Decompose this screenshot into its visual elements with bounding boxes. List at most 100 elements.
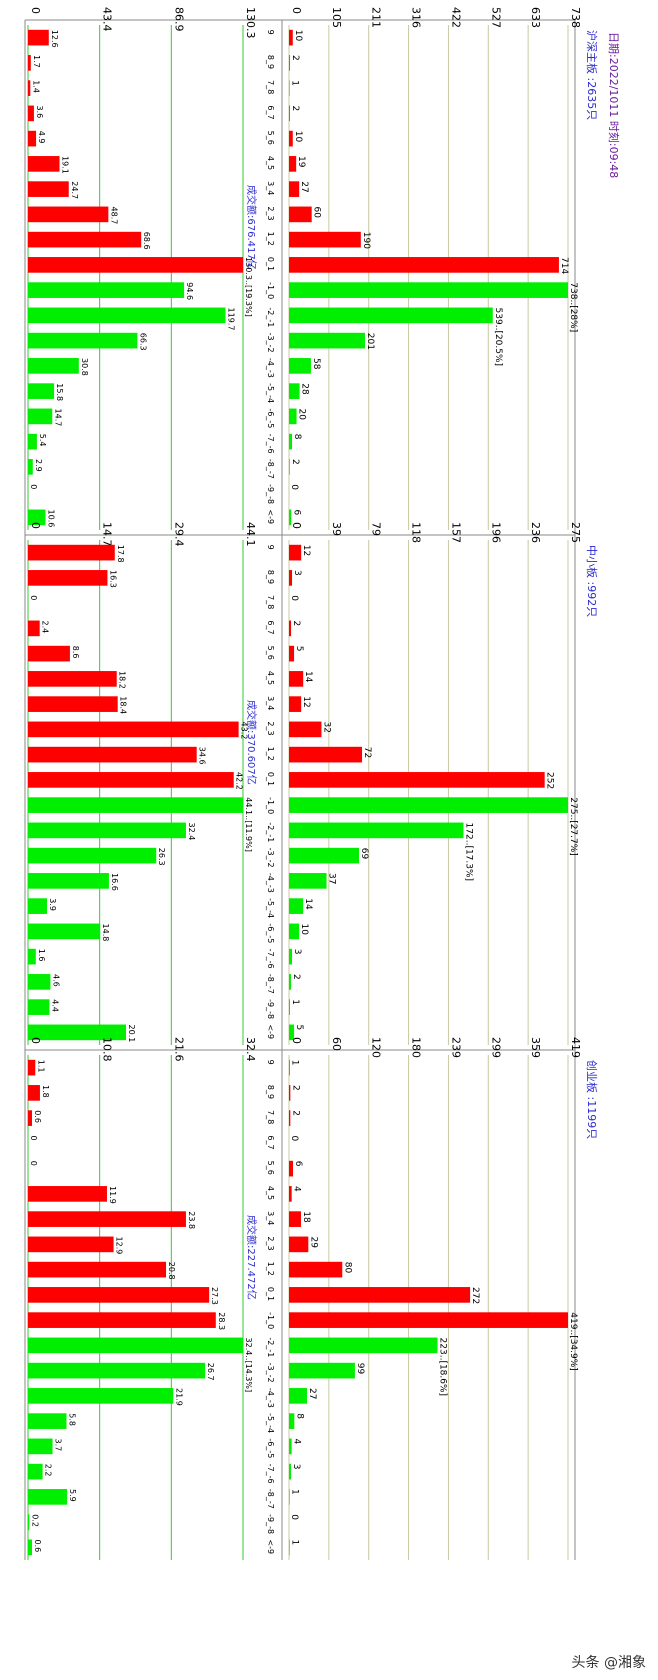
amount-value-label: 30.8 bbox=[80, 358, 89, 376]
count-bar bbox=[289, 645, 295, 662]
count-tick-label: 180 bbox=[410, 1037, 423, 1058]
amount-value-label: 8.6 bbox=[71, 646, 80, 659]
amount-bar bbox=[28, 923, 101, 940]
amount-bar bbox=[28, 206, 109, 223]
amount-value-label: 26.3 bbox=[157, 848, 166, 866]
count-value-label: 2 bbox=[291, 974, 301, 980]
count-bar bbox=[289, 1085, 291, 1101]
amount-value-label: 11.9 bbox=[108, 1186, 117, 1204]
count-bar bbox=[289, 332, 365, 349]
count-value-label: 2 bbox=[290, 55, 300, 61]
category-label: <-9 bbox=[266, 1539, 275, 1554]
count-bar bbox=[289, 746, 363, 763]
count-tick-label: 299 bbox=[489, 1037, 502, 1058]
category-label: -4_-3 bbox=[266, 358, 275, 378]
amount-value-label: 0.6 bbox=[33, 1540, 42, 1553]
count-tick-label: 527 bbox=[489, 7, 502, 28]
count-value-label: 27 bbox=[307, 1388, 317, 1399]
count-tick-label: 60 bbox=[330, 1037, 343, 1051]
turnover-label: 成交额:227.472亿 bbox=[245, 1215, 258, 1300]
amount-value-label: 20.8 bbox=[167, 1262, 176, 1280]
count-value-label: 20 bbox=[297, 409, 307, 421]
category-label: -5_-4 bbox=[266, 898, 275, 918]
count-value-label: 69 bbox=[359, 848, 369, 860]
category-label: 0_1 bbox=[266, 772, 275, 786]
count-bar bbox=[289, 433, 293, 450]
amount-value-label: 18.2 bbox=[118, 671, 127, 689]
amount-value-label: 4.6 bbox=[51, 974, 60, 987]
amount-bar bbox=[28, 696, 118, 712]
amount-bar bbox=[28, 509, 46, 526]
amount-tick-label: 29.4 bbox=[172, 522, 185, 547]
count-bar bbox=[289, 1539, 290, 1556]
amount-bar bbox=[28, 383, 55, 399]
count-value-label: 0 bbox=[289, 1136, 299, 1142]
turnover-label: 成交额:676.417亿 bbox=[245, 185, 258, 270]
amount-bar bbox=[28, 29, 49, 46]
amount-value-label: 27.3 bbox=[210, 1287, 219, 1305]
count-value-label: 19 bbox=[296, 156, 306, 168]
count-value-label: 272 bbox=[470, 1287, 480, 1304]
amount-bar bbox=[28, 544, 115, 561]
category-label: -3_-2 bbox=[266, 333, 275, 353]
amount-bar bbox=[28, 797, 243, 813]
count-bar bbox=[289, 206, 312, 223]
amount-bar bbox=[28, 1085, 40, 1101]
amount-value-label: 28.3 bbox=[217, 1312, 226, 1330]
amount-bar bbox=[28, 1024, 126, 1041]
category-label: 9 bbox=[266, 1060, 275, 1065]
amount-tick-label: 21.6 bbox=[172, 1037, 185, 1062]
count-bar bbox=[289, 999, 291, 1015]
amount-tick-label: 0 bbox=[29, 522, 42, 529]
amount-bar bbox=[28, 332, 138, 349]
category-label: 1_2 bbox=[266, 747, 275, 761]
category-label: 5_6 bbox=[266, 646, 275, 660]
count-value-label: 1 bbox=[290, 1540, 300, 1546]
amount-value-label: 12.6 bbox=[50, 30, 59, 48]
count-bar bbox=[289, 1160, 293, 1177]
amount-value-label: 2.9 bbox=[34, 459, 43, 472]
amount-bar bbox=[28, 974, 51, 990]
count-value-label: 28 bbox=[300, 383, 310, 395]
count-value-label: 2 bbox=[291, 621, 301, 627]
amount-value-label: 32.4 bbox=[187, 823, 196, 841]
count-value-label: 1 bbox=[289, 80, 299, 86]
category-label: 1_2 bbox=[266, 232, 275, 246]
count-value-label: 10 bbox=[293, 131, 303, 143]
count-bar bbox=[289, 544, 302, 561]
amount-bar bbox=[28, 1489, 68, 1505]
amount-value-label: 2.2 bbox=[44, 1464, 53, 1477]
count-tick-label: 118 bbox=[410, 522, 423, 543]
count-value-label: 12 bbox=[301, 696, 311, 707]
amount-bar bbox=[28, 873, 109, 889]
count-bar bbox=[289, 1489, 290, 1505]
amount-value-label: 0 bbox=[29, 595, 38, 600]
category-label: 3_4 bbox=[266, 181, 275, 195]
count-bar bbox=[289, 1388, 307, 1404]
count-tick-label: 105 bbox=[330, 7, 343, 28]
category-label: -1_0 bbox=[266, 797, 275, 814]
count-bar bbox=[289, 974, 292, 990]
amount-bar bbox=[28, 671, 117, 687]
amount-bar bbox=[28, 408, 53, 425]
category-label: 8_9 bbox=[266, 570, 275, 584]
count-value-label: 738..[28%] bbox=[568, 282, 578, 332]
count-bar bbox=[289, 156, 297, 172]
amount-value-label: 10.6 bbox=[46, 510, 55, 528]
category-label: 4_5 bbox=[266, 1186, 275, 1200]
count-tick-label: 275 bbox=[569, 522, 582, 543]
amount-bar bbox=[28, 181, 69, 197]
category-label: 7_8 bbox=[266, 80, 275, 94]
category-label: 5_6 bbox=[266, 131, 275, 145]
category-label: 6_7 bbox=[266, 105, 275, 119]
category-label: -5_-4 bbox=[266, 383, 275, 403]
category-label: 0_1 bbox=[266, 257, 275, 271]
amount-bar bbox=[28, 822, 186, 839]
amount-value-label: 21.9 bbox=[174, 1388, 183, 1406]
count-value-label: 0 bbox=[289, 484, 299, 490]
category-label: 8_9 bbox=[266, 1085, 275, 1099]
count-value-label: 5 bbox=[294, 1025, 304, 1031]
count-value-label: 3 bbox=[291, 1464, 301, 1470]
amount-value-label: 18.4 bbox=[119, 696, 128, 714]
amount-bar bbox=[28, 1236, 114, 1253]
